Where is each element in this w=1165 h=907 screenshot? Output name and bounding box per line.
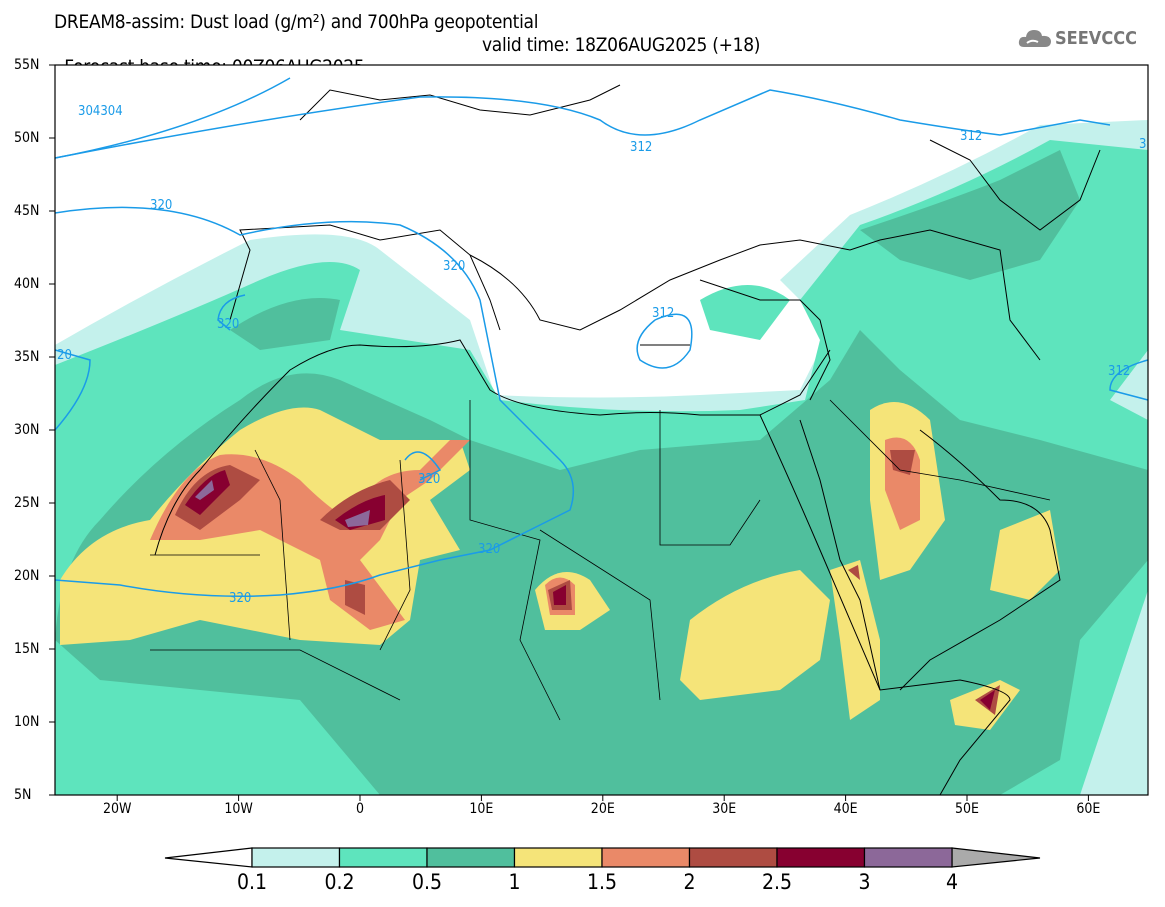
lat-label: 30N (14, 422, 40, 438)
colorbar-cell (776, 847, 866, 868)
contour-label: 312 (960, 129, 982, 144)
contour-label: 304304 (78, 104, 123, 119)
contour-320-west (55, 349, 91, 431)
contour-label: 312 (1108, 364, 1130, 379)
contour-label: 320 (229, 591, 251, 606)
colorbar-under-triangle (164, 847, 253, 868)
colorbar-cell (338, 847, 428, 868)
lat-label: 20N (14, 568, 40, 584)
logo-text: SEEVCCC (1055, 27, 1137, 49)
cloud-icon (1018, 30, 1051, 47)
lat-label: 15N (14, 641, 40, 657)
lat-label: 35N (14, 349, 40, 365)
seevccc-logo: SEEVCCC (1018, 27, 1137, 49)
colorbar-label: 3 (858, 870, 871, 894)
colorbar-cell (426, 847, 516, 868)
dust-level-0.2-mid (700, 285, 790, 340)
dust-level-1-redsea (830, 560, 880, 720)
dust-level-0.5-n (230, 298, 340, 350)
lon-label: 10E (469, 801, 494, 817)
valid-time: valid time: 18Z06AUG2025 (+18) (482, 34, 761, 56)
lat-label: 45N (14, 203, 40, 219)
contour-label: 320 (418, 472, 440, 487)
dust-level-0.5-ne (860, 150, 1080, 280)
lon-label: 0 (355, 801, 365, 817)
contour-label-group: 304304 312 312 312 312 320 320 320 320 3… (57, 104, 1146, 606)
lat-label: 25N (14, 495, 40, 511)
colorbar-cell (688, 847, 778, 868)
contour-label: 20 (57, 348, 72, 363)
colorbar-label: 2.5 (761, 870, 793, 894)
lon-label: 60E (1076, 801, 1101, 817)
contour-320-north (55, 206, 575, 597)
lat-label: 50N (14, 130, 40, 146)
contour-label: 320 (478, 542, 500, 557)
contour-312 (55, 89, 1111, 159)
colorbar-label: 2 (683, 870, 696, 894)
contour-320-loop (217, 294, 246, 331)
lon-label: 20W (102, 801, 132, 817)
dust-level-3 (195, 480, 370, 527)
axis-ticks (49, 64, 1089, 801)
contour-label: 312 (630, 140, 652, 155)
contour-label: 3 (1139, 137, 1146, 152)
contour-label: 320 (217, 317, 239, 332)
contour-312-east (1109, 359, 1148, 401)
colorbar-cell (251, 847, 341, 868)
contour-320-chad (404, 451, 442, 481)
colorbar-cell (513, 847, 603, 868)
contour-label: 320 (150, 198, 172, 213)
lat-label: 55N (14, 57, 40, 73)
lat-label: 10N (14, 714, 40, 730)
colorbar-label: 0.5 (411, 870, 443, 894)
colorbar-label: 1 (508, 870, 521, 894)
colorbar-label: 0.2 (324, 870, 355, 894)
contour-312-crete (636, 313, 693, 369)
lon-label: 40E (833, 801, 858, 817)
dust-level-1-sudan (680, 570, 830, 700)
borders (150, 399, 1051, 721)
lat-label: 5N (14, 787, 32, 803)
colorbar-cell (863, 847, 953, 868)
lat-label: 40N (14, 276, 40, 292)
contour-label: 320 (443, 259, 465, 274)
dust-level-1-oman (990, 510, 1060, 600)
colorbar-cell (601, 847, 691, 868)
colorbar (251, 847, 953, 868)
lon-label: 20E (590, 801, 615, 817)
colorbar-over-triangle (951, 847, 1041, 868)
map-title: DREAM8-assim: Dust load (g/m²) and 700hP… (54, 11, 539, 33)
lon-label: 50E (955, 801, 979, 817)
lon-label: 30E (712, 801, 737, 817)
contour-label: 312 (652, 306, 674, 321)
geopotential-contours (55, 77, 1148, 597)
coastlines (154, 84, 1101, 795)
colorbar-label: 1.5 (586, 870, 618, 894)
colorbar-label: 0.1 (236, 870, 268, 894)
colorbar-label: 4 (945, 870, 959, 894)
lon-label: 10W (224, 801, 253, 817)
